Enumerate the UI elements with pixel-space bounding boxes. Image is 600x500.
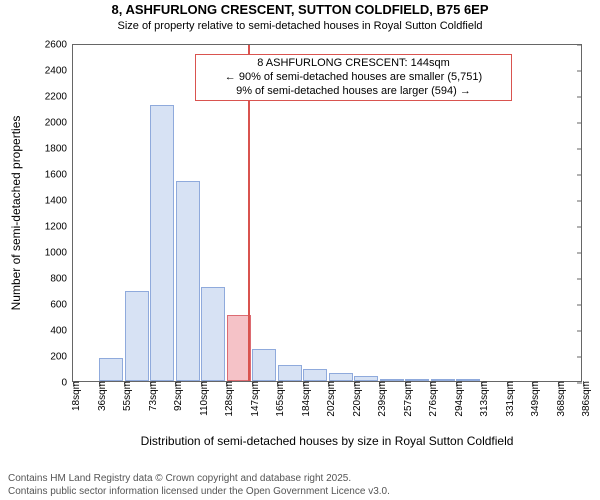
x-tick-label: 276sqm: [426, 381, 439, 417]
plot-area: 0200400600800100012001400160018002000220…: [72, 44, 582, 382]
y-tick-label: 2200: [45, 92, 73, 103]
y-tick-label: 1000: [45, 248, 73, 259]
y-tick-label: 1600: [45, 170, 73, 181]
y-tick-label: 1200: [45, 222, 73, 233]
footer-attribution: Contains HM Land Registry data © Crown c…: [8, 473, 390, 498]
x-tick-label: 110sqm: [197, 381, 210, 416]
x-tick-label: 331sqm: [503, 381, 516, 417]
x-tick-label: 386sqm: [579, 381, 592, 417]
y-tick-mark: [577, 279, 582, 280]
x-tick-label: 202sqm: [324, 381, 337, 417]
x-axis-label: Distribution of semi-detached houses by …: [72, 434, 582, 448]
annotation-box: 8 ASHFURLONG CRESCENT: 144sqm← 90% of se…: [195, 54, 511, 101]
y-tick-mark: [577, 357, 582, 358]
y-tick-label: 1800: [45, 144, 73, 155]
y-tick-mark: [577, 149, 582, 150]
x-tick-label: 165sqm: [273, 381, 286, 417]
x-tick-label: 73sqm: [146, 381, 159, 411]
annotation-line-3: 9% of semi-detached houses are larger (5…: [200, 85, 506, 99]
y-tick-mark: [577, 175, 582, 176]
x-tick-label: 294sqm: [452, 381, 465, 417]
y-tick-mark: [577, 331, 582, 332]
y-tick-label: 400: [50, 326, 73, 337]
histogram-bar: [125, 291, 149, 381]
y-tick-mark: [577, 305, 582, 306]
y-tick-mark: [577, 227, 582, 228]
histogram-bar: [329, 373, 353, 381]
x-tick-label: 92sqm: [171, 381, 184, 411]
y-tick-mark: [577, 71, 582, 72]
y-tick-label: 2000: [45, 118, 73, 129]
histogram-bar: [99, 358, 123, 381]
x-tick-label: 128sqm: [222, 381, 235, 417]
x-tick-label: 257sqm: [401, 381, 414, 417]
y-tick-mark: [577, 253, 582, 254]
chart-subtitle: Size of property relative to semi-detach…: [0, 20, 600, 32]
y-tick-mark: [577, 123, 582, 124]
annotation-line-2: ← 90% of semi-detached houses are smalle…: [200, 71, 506, 85]
x-tick-label: 368sqm: [554, 381, 567, 417]
histogram-bar: [201, 287, 225, 381]
y-tick-label: 1400: [45, 196, 73, 207]
histogram-bar: [252, 349, 276, 382]
y-tick-label: 600: [50, 300, 73, 311]
histogram-bar: [303, 369, 327, 381]
annotation-line-1: 8 ASHFURLONG CRESCENT: 144sqm: [200, 57, 506, 71]
x-tick-label: 147sqm: [248, 381, 261, 417]
y-tick-label: 800: [50, 274, 73, 285]
chart-title: 8, ASHFURLONG CRESCENT, SUTTON COLDFIELD…: [0, 2, 600, 17]
x-tick-label: 36sqm: [95, 381, 108, 411]
x-tick-label: 55sqm: [120, 381, 133, 411]
y-tick-mark: [577, 45, 582, 46]
histogram-bar: [176, 181, 200, 381]
y-tick-label: 2600: [45, 40, 73, 51]
x-tick-label: 184sqm: [299, 381, 312, 417]
footer-line-1: Contains HM Land Registry data © Crown c…: [8, 473, 390, 486]
footer-line-2: Contains public sector information licen…: [8, 486, 390, 499]
x-tick-label: 220sqm: [350, 381, 363, 417]
y-tick-mark: [577, 201, 582, 202]
x-tick-label: 239sqm: [375, 381, 388, 417]
x-tick-label: 18sqm: [69, 381, 82, 411]
histogram-bar: [278, 365, 302, 381]
y-tick-mark: [577, 97, 582, 98]
y-tick-label: 2400: [45, 66, 73, 77]
y-axis-label: Number of semi-detached properties: [9, 116, 23, 311]
x-tick-label: 313sqm: [477, 381, 490, 417]
x-tick-label: 349sqm: [528, 381, 541, 417]
chart-root: 8, ASHFURLONG CRESCENT, SUTTON COLDFIELD…: [0, 0, 600, 500]
histogram-bar: [150, 105, 174, 381]
y-tick-label: 200: [50, 352, 73, 363]
